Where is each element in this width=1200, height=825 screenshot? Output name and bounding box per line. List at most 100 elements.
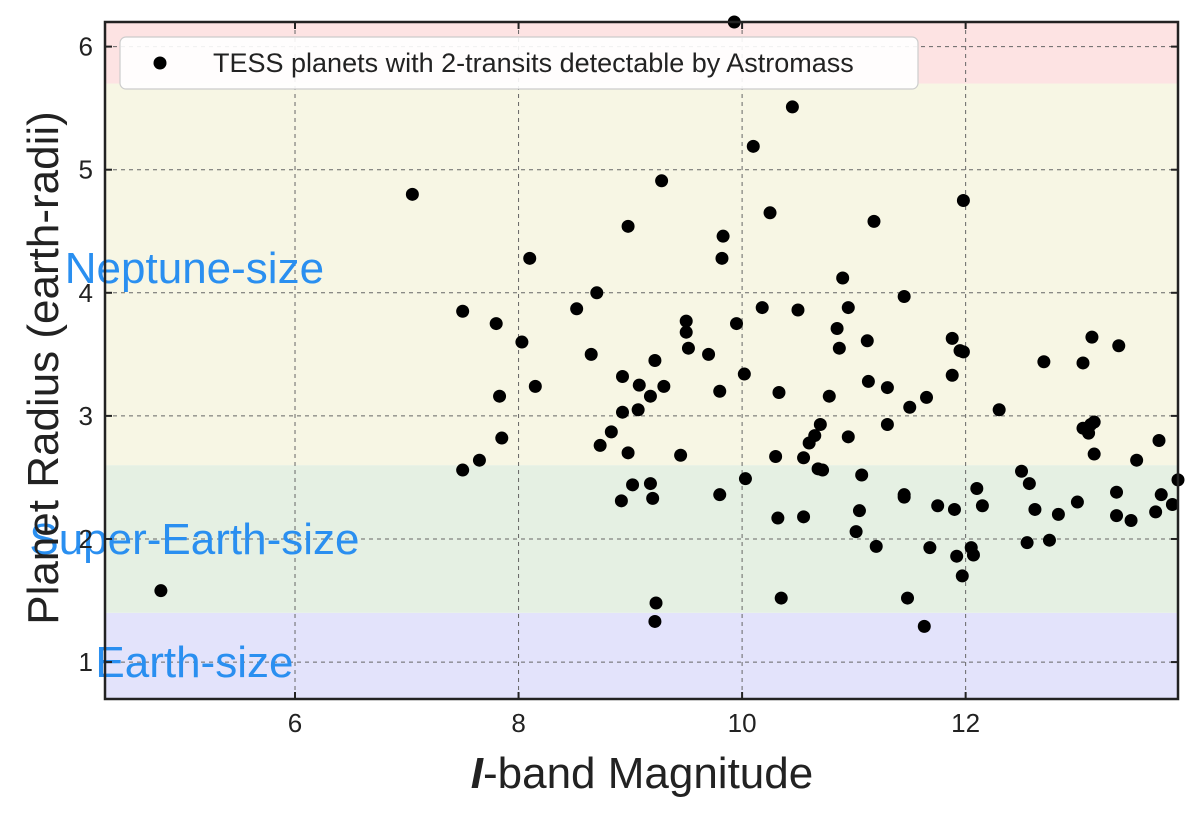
data-point bbox=[1110, 485, 1124, 499]
x-tick-label: 12 bbox=[951, 708, 980, 738]
data-point bbox=[1085, 330, 1099, 344]
data-point bbox=[1051, 507, 1065, 521]
data-point bbox=[860, 334, 874, 348]
data-point bbox=[808, 429, 822, 443]
data-point bbox=[648, 354, 662, 367]
data-point bbox=[755, 301, 769, 315]
data-point bbox=[655, 174, 669, 188]
data-point bbox=[737, 367, 751, 381]
data-point bbox=[495, 431, 509, 445]
data-point bbox=[621, 446, 635, 460]
data-point bbox=[472, 453, 486, 467]
data-point bbox=[966, 548, 980, 562]
data-point bbox=[1165, 498, 1179, 512]
data-point bbox=[593, 438, 607, 452]
x-axis-label: I-band Magnitude bbox=[471, 749, 813, 798]
data-point bbox=[649, 596, 663, 610]
data-point bbox=[1070, 495, 1084, 509]
data-point bbox=[657, 379, 671, 393]
data-point bbox=[1087, 415, 1101, 429]
data-point bbox=[849, 525, 863, 539]
data-point bbox=[1076, 356, 1090, 370]
data-point bbox=[1020, 536, 1034, 550]
x-tick-label: 10 bbox=[728, 708, 757, 738]
data-point bbox=[713, 488, 727, 502]
data-point bbox=[604, 425, 618, 439]
data-point bbox=[632, 378, 646, 392]
data-point bbox=[903, 400, 917, 414]
region-label: Neptune-size bbox=[65, 244, 324, 293]
data-point bbox=[867, 214, 881, 228]
data-point bbox=[1130, 453, 1144, 467]
data-point bbox=[897, 289, 911, 303]
data-point bbox=[702, 347, 716, 361]
data-point bbox=[716, 229, 730, 243]
size-regions bbox=[105, 22, 1178, 699]
data-point bbox=[646, 491, 660, 505]
data-point bbox=[715, 251, 729, 265]
x-tick-label: 6 bbox=[288, 708, 302, 738]
data-point bbox=[970, 482, 984, 496]
data-point bbox=[643, 477, 657, 491]
y-tick-label: 5 bbox=[79, 155, 93, 185]
plot-frame bbox=[103, 20, 1180, 701]
data-point bbox=[880, 381, 894, 395]
data-point bbox=[836, 271, 850, 285]
data-point bbox=[615, 370, 629, 384]
data-point bbox=[713, 384, 727, 398]
data-point bbox=[626, 478, 640, 492]
data-point bbox=[154, 584, 168, 598]
data-point bbox=[797, 451, 811, 465]
data-point bbox=[992, 403, 1006, 417]
y-axis-label: Planet Radius (earth-radii) bbox=[19, 111, 68, 625]
data-point bbox=[1015, 464, 1029, 478]
data-point bbox=[515, 335, 529, 349]
data-point bbox=[975, 499, 989, 513]
data-point bbox=[1028, 502, 1042, 516]
data-point bbox=[852, 504, 866, 518]
data-point bbox=[738, 472, 752, 486]
region-label: Earth-size bbox=[95, 638, 293, 687]
data-point bbox=[880, 418, 894, 432]
data-point bbox=[920, 390, 934, 404]
region-band-2 bbox=[105, 83, 1178, 466]
data-point bbox=[528, 379, 542, 393]
data-point bbox=[797, 510, 811, 524]
data-point bbox=[615, 405, 629, 419]
data-point bbox=[1110, 509, 1124, 523]
data-point bbox=[570, 302, 584, 316]
data-point bbox=[897, 490, 911, 504]
data-point bbox=[830, 321, 844, 335]
data-point bbox=[791, 303, 805, 317]
data-point bbox=[841, 430, 855, 444]
data-points bbox=[154, 15, 1185, 633]
data-point bbox=[822, 389, 836, 403]
data-point bbox=[1037, 355, 1051, 369]
data-point bbox=[861, 374, 875, 388]
y-tick-label: 6 bbox=[79, 32, 93, 62]
data-point bbox=[769, 450, 783, 464]
data-point bbox=[643, 389, 657, 403]
data-point bbox=[489, 317, 503, 331]
data-point bbox=[1042, 533, 1056, 547]
data-point bbox=[945, 368, 959, 382]
data-point bbox=[681, 341, 695, 355]
data-point bbox=[405, 187, 419, 201]
data-point bbox=[614, 494, 628, 508]
data-point bbox=[763, 206, 777, 220]
data-point bbox=[584, 347, 598, 361]
data-point bbox=[674, 448, 688, 462]
data-point bbox=[901, 591, 915, 605]
data-point bbox=[855, 468, 869, 482]
data-point bbox=[679, 314, 693, 328]
legend: TESS planets with 2-transits detectable … bbox=[119, 36, 919, 90]
data-point bbox=[956, 345, 970, 359]
data-point bbox=[956, 193, 970, 207]
data-point bbox=[931, 499, 945, 513]
data-point bbox=[832, 341, 846, 355]
legend-marker bbox=[153, 56, 167, 70]
data-point bbox=[772, 386, 786, 400]
data-point bbox=[648, 614, 662, 628]
data-point bbox=[631, 403, 645, 417]
y-tick-label: 4 bbox=[79, 278, 93, 308]
